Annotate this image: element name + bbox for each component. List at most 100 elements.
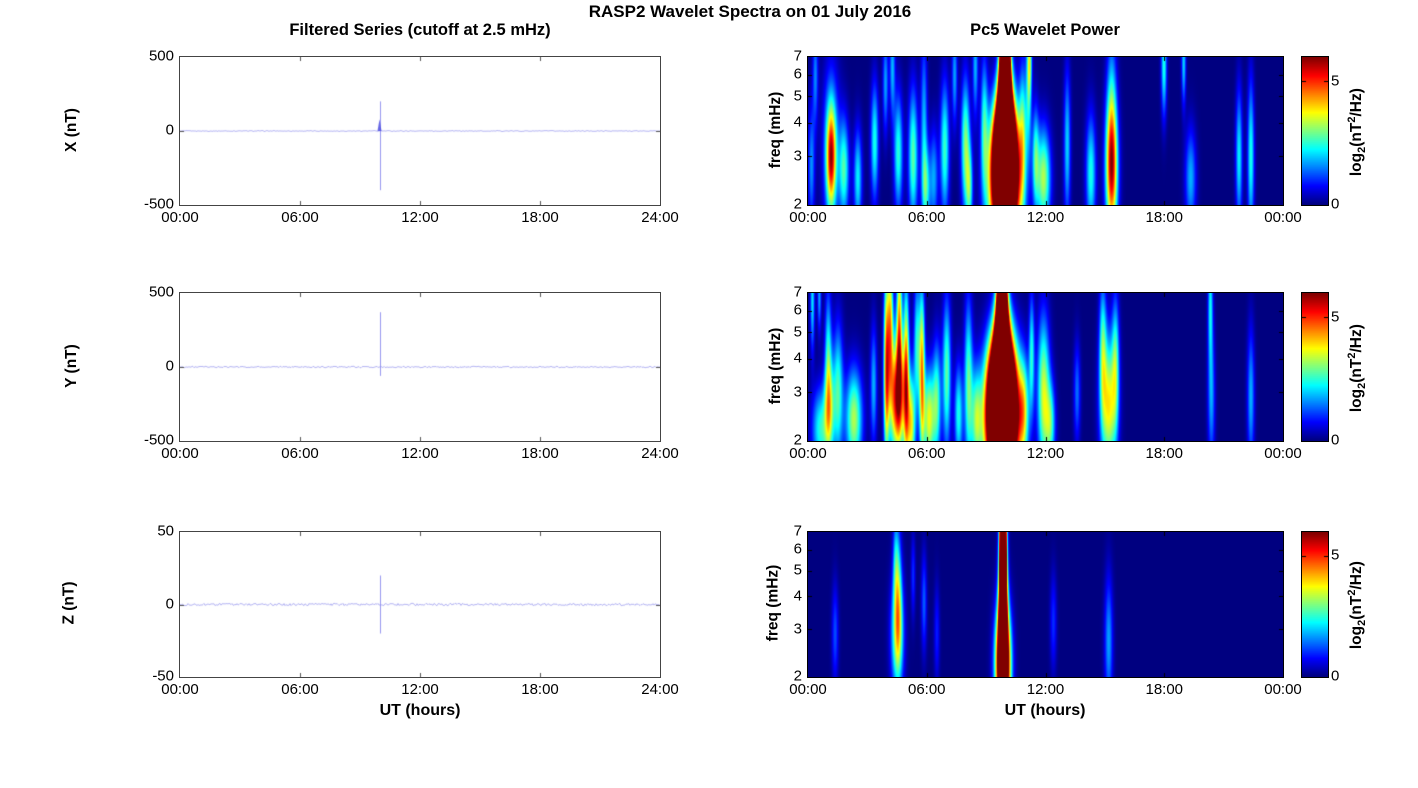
x-tick-label: 00:00 <box>1264 681 1302 698</box>
x-tick-label: 00:00 <box>789 681 827 698</box>
freq-tick-label: 7 <box>793 283 802 301</box>
timeseries-z-xticklabels: 00:00 06:00 12:00 18:00 24:00 <box>161 681 679 699</box>
colorbar-canvas-y <box>1302 293 1328 441</box>
freq-tick-label: 6 <box>793 540 802 558</box>
timeseries-z-yticklabels: 50 0 -50 <box>108 523 174 685</box>
timeseries-canvas-y <box>180 293 660 441</box>
x-tick-label: 00:00 <box>1264 209 1302 226</box>
x-tick-label: 00:00 <box>161 445 199 462</box>
y-tick-label: 0 <box>165 357 174 375</box>
y-tick-label: -50 <box>152 667 174 685</box>
x-tick-label: 00:00 <box>1264 445 1302 462</box>
colorbar-tick-label: 5 <box>1331 546 1340 564</box>
spectrogram-panel-y <box>807 292 1284 442</box>
x-tick-label: 06:00 <box>281 681 319 698</box>
colorbar-canvas-x <box>1302 57 1328 205</box>
right-column-title: Pc5 Wavelet Power <box>970 21 1120 39</box>
timeseries-x-xticklabels: 00:00 06:00 12:00 18:00 24:00 <box>161 209 679 227</box>
x-tick-label: 12:00 <box>401 209 439 226</box>
colorbar-y-label: log2(nT2/Hz) <box>1345 324 1369 413</box>
x-tick-label: 00:00 <box>789 209 827 226</box>
x-tick-label: 18:00 <box>1145 681 1184 698</box>
timeseries-y-ylabel: Y (nT) <box>63 344 80 388</box>
x-tick-label: 06:00 <box>281 445 319 462</box>
spectrogram-panel-z <box>807 531 1284 678</box>
freq-tick-label: 2 <box>793 667 802 685</box>
freq-tick-label: 5 <box>793 323 802 341</box>
timeseries-panel-z <box>179 531 661 678</box>
freq-tick-label: 6 <box>793 65 802 83</box>
colorbar-tick-label: 0 <box>1331 195 1340 213</box>
freq-tick-label: 4 <box>793 113 802 131</box>
x-tick-label: 12:00 <box>1026 445 1065 462</box>
freq-tick-label: 6 <box>793 301 802 319</box>
timeseries-canvas-x <box>180 57 660 205</box>
x-tick-label: 00:00 <box>161 209 199 226</box>
colorbar-z-label: log2(nT2/Hz) <box>1345 561 1369 650</box>
colorbar-canvas-z <box>1302 532 1328 677</box>
spectrogram-x-xticklabels: 00:00 06:00 12:00 18:00 00:00 <box>789 209 1302 227</box>
x-tick-label: 18:00 <box>1145 209 1184 226</box>
spectrogram-x-ylabel: freq (mHz) <box>767 91 784 169</box>
x-tick-label: 12:00 <box>401 445 439 462</box>
timeseries-panel-y <box>179 292 661 442</box>
timeseries-y-xticklabels: 00:00 06:00 12:00 18:00 24:00 <box>161 445 679 463</box>
freq-tick-label: 2 <box>793 195 802 213</box>
figure-title: RASP2 Wavelet Spectra on 01 July 2016 <box>588 2 912 21</box>
freq-tick-label: 5 <box>793 561 802 579</box>
x-tick-label: 12:00 <box>1026 681 1065 698</box>
y-tick-label: 0 <box>165 121 174 139</box>
x-tick-label: 06:00 <box>281 209 319 226</box>
colorbar-panel-x <box>1301 56 1329 206</box>
y-tick-label: 0 <box>165 595 174 612</box>
colorbar-tick-label: 0 <box>1331 431 1340 449</box>
y-tick-label: -500 <box>143 431 174 449</box>
colorbar-panel-y <box>1301 292 1329 442</box>
spectrogram-canvas-x <box>808 57 1283 205</box>
y-tick-label: 500 <box>148 47 174 65</box>
spectrogram-xaxis-label: UT (hours) <box>1004 702 1086 719</box>
timeseries-x-yticklabels: 500 0 -500 <box>108 48 174 213</box>
x-tick-label: 06:00 <box>907 681 946 698</box>
timeseries-z-ylabel: Z (nT) <box>60 581 77 625</box>
x-tick-label: 18:00 <box>521 445 559 462</box>
colorbar-tick-label: 0 <box>1331 667 1340 685</box>
colorbar-tick-label: 5 <box>1331 72 1340 90</box>
timeseries-y-yticklabels: 500 0 -500 <box>108 284 174 449</box>
freq-tick-label: 5 <box>793 87 802 105</box>
timeseries-x-ylabel: X (nT) <box>63 108 80 152</box>
spectrogram-y-ylabel: freq (mHz) <box>767 327 784 405</box>
freq-tick-label: 3 <box>793 147 802 165</box>
spectrogram-canvas-y <box>808 293 1283 441</box>
spectrogram-z-xticklabels: 00:00 06:00 12:00 18:00 00:00 <box>789 681 1302 699</box>
freq-tick-label: 4 <box>793 349 802 367</box>
timeseries-xaxis-label: UT (hours) <box>379 702 461 719</box>
x-tick-label: 18:00 <box>521 681 559 698</box>
y-tick-label: 500 <box>148 283 174 301</box>
x-tick-label: 24:00 <box>641 445 679 462</box>
freq-tick-label: 4 <box>793 587 802 605</box>
y-tick-label: 50 <box>157 522 174 540</box>
x-tick-label: 06:00 <box>907 445 946 462</box>
colorbar-x-label: log2(nT2/Hz) <box>1345 88 1369 177</box>
freq-tick-label: 3 <box>793 383 802 401</box>
x-tick-label: 00:00 <box>789 445 827 462</box>
spectrogram-y-xticklabels: 00:00 06:00 12:00 18:00 00:00 <box>789 445 1302 463</box>
colorbar-panel-z <box>1301 531 1329 678</box>
colorbar-tick-label: 5 <box>1331 308 1340 326</box>
timeseries-canvas-z <box>180 532 660 677</box>
spectrogram-canvas-z <box>808 532 1283 677</box>
spectrogram-panel-x <box>807 56 1284 206</box>
x-tick-label: 06:00 <box>907 209 946 226</box>
spectrogram-z-ylabel: freq (mHz) <box>764 564 781 642</box>
x-tick-label: 18:00 <box>521 209 559 226</box>
freq-tick-label: 2 <box>793 431 802 449</box>
freq-tick-label: 3 <box>793 620 802 638</box>
